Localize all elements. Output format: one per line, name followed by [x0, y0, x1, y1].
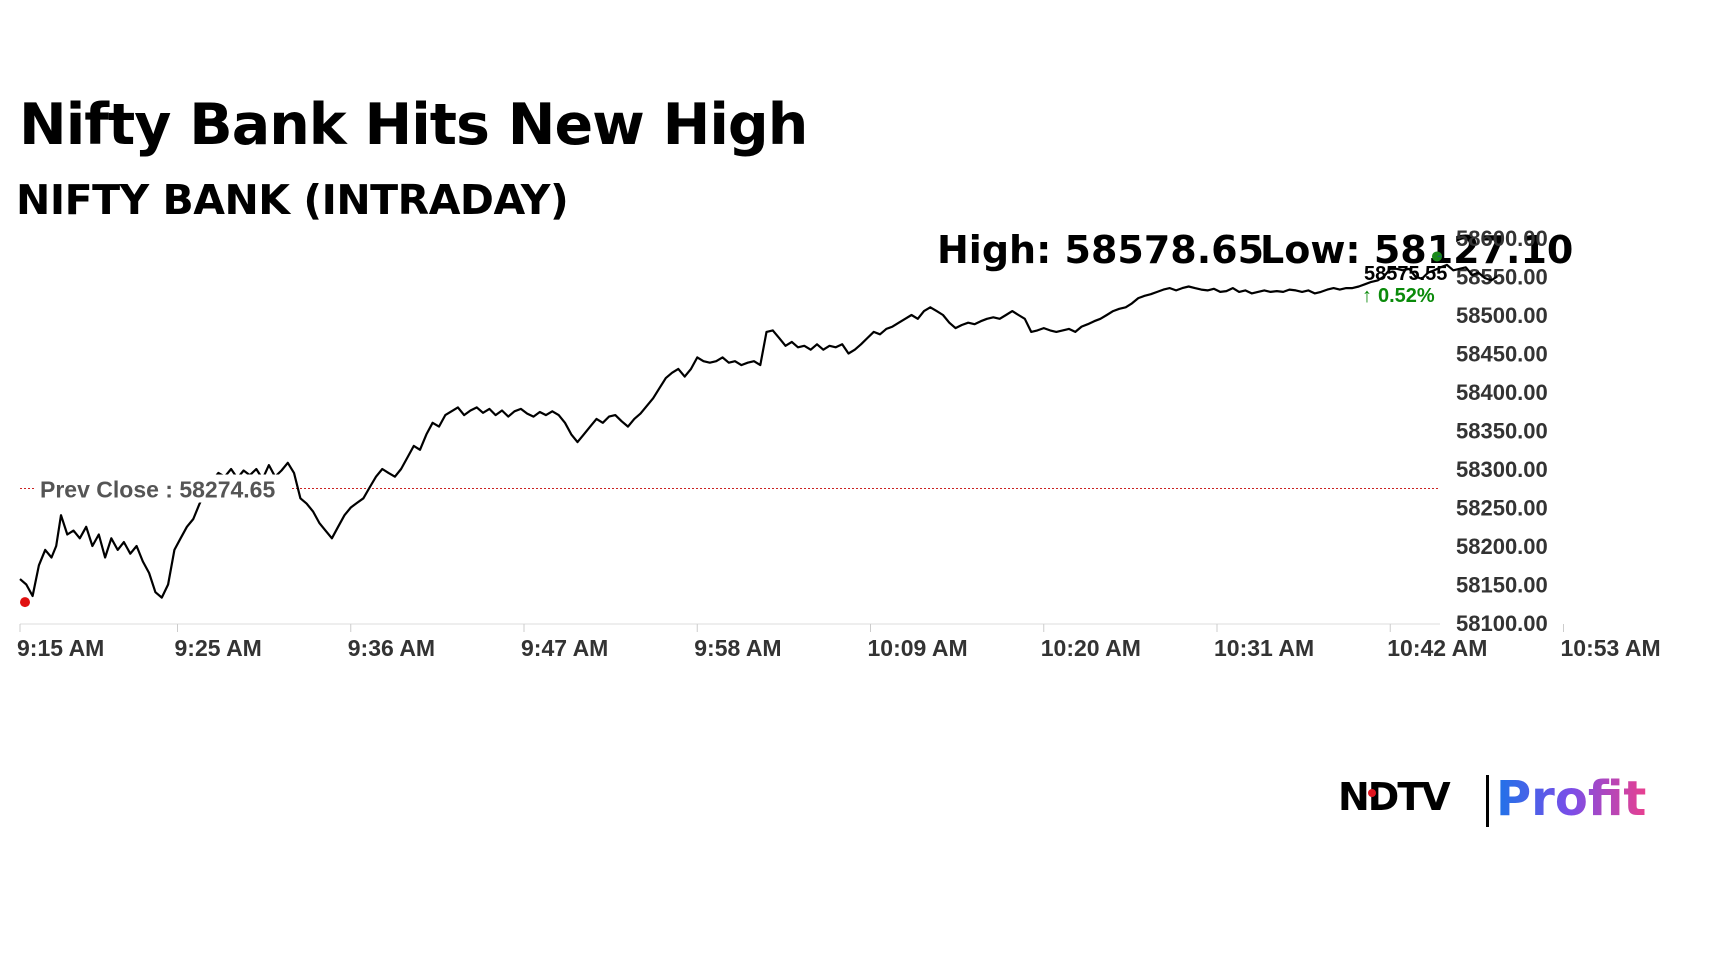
y-tick-label: 58250.00	[1456, 496, 1548, 521]
y-tick-label: 58500.00	[1456, 303, 1548, 328]
x-tick-label: 9:15 AM	[17, 635, 104, 661]
y-tick-label: 58200.00	[1456, 534, 1548, 559]
x-tick-label: 10:31 AM	[1214, 635, 1314, 661]
y-tick-label: 58350.00	[1456, 419, 1548, 444]
y-tick-label: 58300.00	[1456, 457, 1548, 482]
x-tick-label: 9:36 AM	[348, 635, 435, 661]
x-tick-label: 9:25 AM	[175, 635, 262, 661]
x-tick-label: 10:42 AM	[1387, 635, 1487, 661]
y-tick-label: 58600.00	[1456, 226, 1548, 251]
high-marker-accent	[1437, 255, 1442, 257]
logo-red-dot	[1368, 789, 1376, 797]
logo-separator	[1486, 775, 1489, 827]
x-tick-label: 9:58 AM	[694, 635, 781, 661]
y-tick-label: 58150.00	[1456, 573, 1548, 598]
low-value-label: Low: 58127.10	[1260, 228, 1574, 272]
y-tick-label: 58550.00	[1456, 265, 1548, 290]
change-percent-label: 0.52%	[1378, 285, 1435, 307]
series-line	[19, 263, 1498, 599]
profit-wordmark: Profit	[1496, 771, 1647, 827]
chart-subtitle: NIFTY BANK (INTRADAY)	[16, 176, 569, 224]
y-tick-label: 58400.00	[1456, 380, 1548, 405]
headline: Nifty Bank Hits New High	[19, 92, 808, 158]
y-tick-label: 58450.00	[1456, 342, 1548, 367]
up-arrow-icon: ↑	[1362, 285, 1372, 307]
last-value-label: 58575.55	[1364, 263, 1447, 285]
x-tick-label: 9:47 AM	[521, 635, 608, 661]
high-value-label: High: 58578.65	[937, 228, 1265, 272]
y-tick-label: 58100.00	[1456, 611, 1548, 636]
x-tick-label: 10:20 AM	[1041, 635, 1141, 661]
prev-close-label: Prev Close : 58274.65	[40, 477, 275, 503]
ndtv-wordmark: NDTV	[1338, 775, 1451, 819]
prev-close-label-bg	[34, 474, 292, 503]
start-point-dot	[20, 597, 30, 608]
x-tick-label: 10:53 AM	[1561, 635, 1661, 661]
x-tick-label: 10:09 AM	[868, 635, 968, 661]
